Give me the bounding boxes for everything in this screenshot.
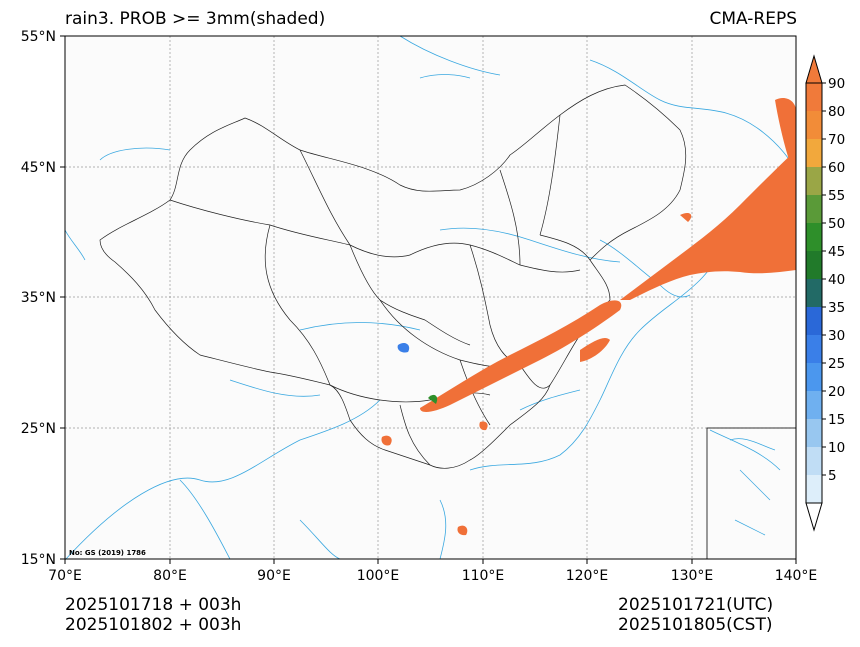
colorbar-tick-label: 30 bbox=[828, 328, 845, 344]
lon-label: 100°E bbox=[357, 568, 400, 584]
colorbar-segment bbox=[806, 335, 822, 363]
init-time-utc: 2025101718 + 003h bbox=[65, 595, 242, 615]
colorbar-tick-label: 15 bbox=[828, 412, 845, 428]
colorbar-segment bbox=[806, 251, 822, 279]
colorbar-over-arrow bbox=[805, 54, 823, 84]
colorbar-tick-label: 80 bbox=[828, 104, 845, 120]
lon-label: 70°E bbox=[48, 568, 82, 584]
colorbar-segment bbox=[806, 111, 822, 139]
colorbar-segment bbox=[806, 167, 822, 195]
colorbar-segment bbox=[806, 419, 822, 447]
lon-label: 90°E bbox=[257, 568, 291, 584]
colorbar-under-arrow bbox=[805, 502, 823, 532]
lon-label: 80°E bbox=[153, 568, 187, 584]
map-approval-note: No: GS (2019) 1786 bbox=[69, 549, 146, 557]
colorbar-tick-label: 40 bbox=[828, 272, 845, 288]
colorbar-tick-label: 45 bbox=[828, 244, 845, 260]
init-time-block: 2025101718 + 003h 2025101802 + 003h bbox=[65, 595, 241, 635]
colorbar-segment bbox=[806, 391, 822, 419]
colorbar-frame bbox=[805, 82, 823, 504]
colorbar-tick-label: 70 bbox=[828, 132, 845, 148]
colorbar-tick-label: 90 bbox=[828, 76, 845, 92]
colorbar-tick-label: 60 bbox=[828, 160, 845, 176]
colorbar-tick-label: 50 bbox=[828, 216, 845, 232]
colorbar-tick-label: 10 bbox=[828, 440, 845, 456]
lon-label: 120°E bbox=[566, 568, 609, 584]
lat-label: 55°N bbox=[21, 29, 56, 45]
colorbar-segment bbox=[806, 307, 822, 335]
colorbar bbox=[805, 54, 823, 532]
colorbar-segment bbox=[806, 475, 822, 503]
colorbar-tick-label: 35 bbox=[828, 300, 845, 316]
colorbar-labels: 90 80 70 60 55 50 45 40 35 30 25 20 15 10 5 bbox=[822, 76, 845, 484]
lat-label: 45°N bbox=[21, 160, 56, 176]
valid-time-cst: 2025101805(CST) bbox=[618, 615, 773, 635]
colorbar-tick-label: 5 bbox=[828, 468, 837, 484]
colorbar-segment bbox=[806, 279, 822, 307]
init-time-cst: 2025101802 + 003h bbox=[65, 615, 242, 635]
lon-label: 110°E bbox=[462, 568, 505, 584]
chart-title: rain3. PROB >= 3mm(shaded) bbox=[65, 9, 326, 29]
lat-label: 35°N bbox=[21, 290, 56, 306]
lon-label: 130°E bbox=[671, 568, 714, 584]
map-area bbox=[65, 36, 796, 559]
colorbar-segment bbox=[806, 139, 822, 167]
colorbar-segment bbox=[806, 447, 822, 475]
colorbar-tick-label: 20 bbox=[828, 384, 845, 400]
colorbar-segment bbox=[806, 223, 822, 251]
valid-time-block: 2025101721(UTC) 2025101805(CST) bbox=[618, 595, 773, 635]
lat-label: 15°N bbox=[21, 552, 56, 568]
lat-label: 25°N bbox=[21, 421, 56, 437]
colorbar-segment bbox=[806, 83, 822, 111]
colorbar-segment bbox=[806, 363, 822, 391]
model-name: CMA-REPS bbox=[709, 9, 797, 29]
lon-label: 140°E bbox=[775, 568, 818, 584]
colorbar-segment bbox=[806, 195, 822, 223]
probability-shading bbox=[381, 98, 796, 536]
colorbar-tick-label: 25 bbox=[828, 356, 845, 372]
colorbar-tick-label: 55 bbox=[828, 188, 845, 204]
valid-time-utc: 2025101721(UTC) bbox=[618, 595, 774, 615]
